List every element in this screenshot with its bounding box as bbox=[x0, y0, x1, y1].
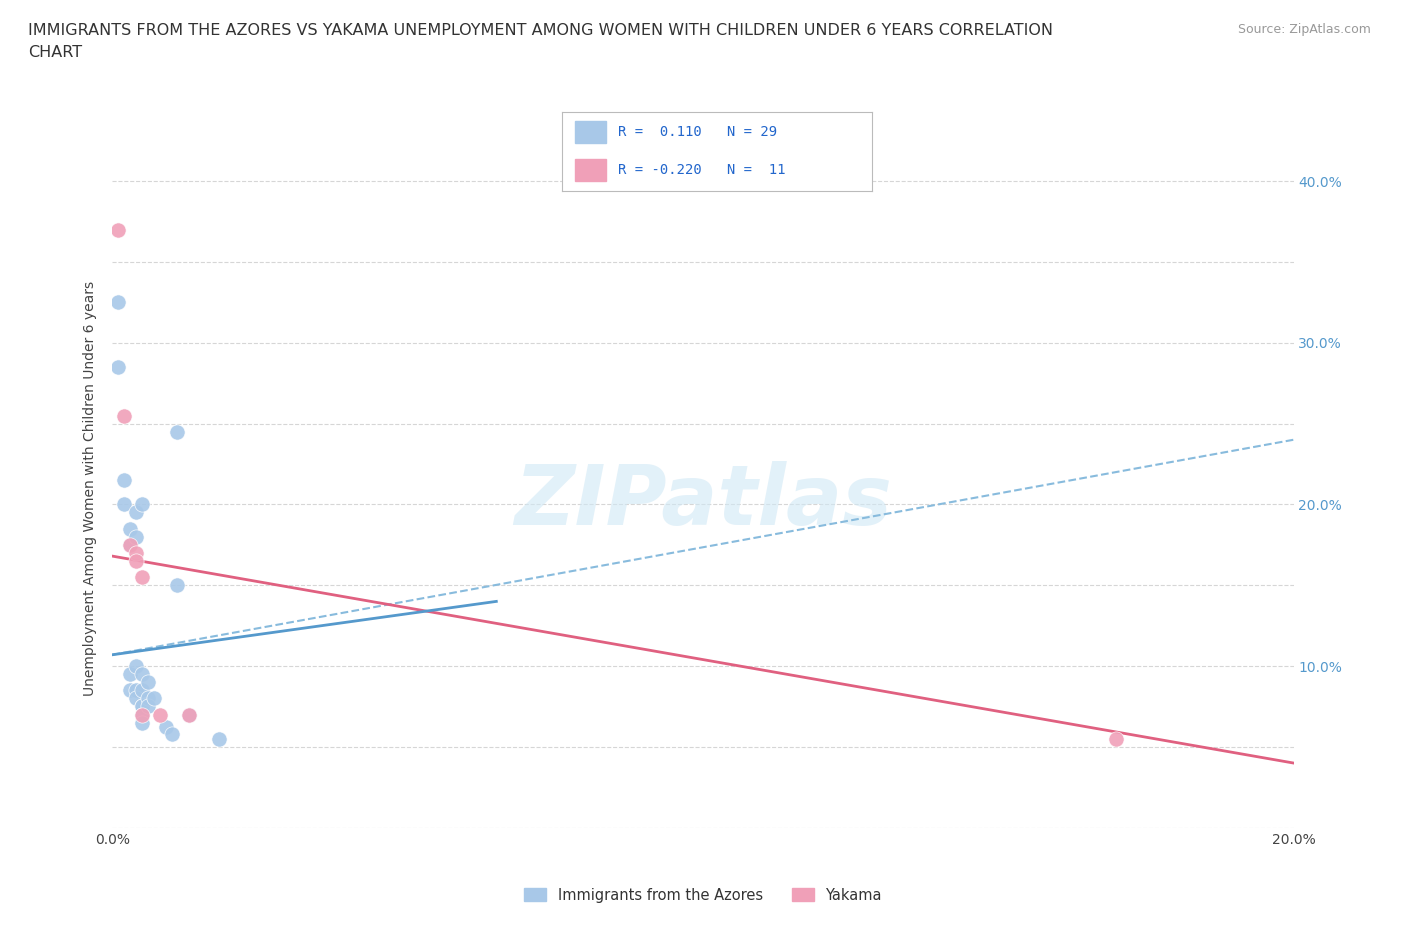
Point bbox=[142, 691, 165, 706]
Point bbox=[131, 715, 153, 730]
Point bbox=[166, 578, 188, 592]
Point bbox=[136, 691, 159, 706]
Bar bbox=[575, 121, 606, 143]
Point bbox=[131, 699, 153, 714]
Text: Source: ZipAtlas.com: Source: ZipAtlas.com bbox=[1237, 23, 1371, 36]
Point bbox=[179, 707, 201, 722]
Point bbox=[136, 699, 159, 714]
Text: R = -0.220   N =  11: R = -0.220 N = 11 bbox=[619, 163, 786, 177]
Point bbox=[131, 497, 153, 512]
Point bbox=[160, 726, 183, 741]
Point bbox=[179, 707, 201, 722]
Point bbox=[107, 295, 129, 310]
Text: ZIPatlas: ZIPatlas bbox=[515, 461, 891, 542]
Point bbox=[125, 553, 148, 568]
Point bbox=[125, 658, 148, 673]
Point bbox=[120, 538, 142, 552]
Point bbox=[136, 675, 159, 690]
Bar bbox=[575, 159, 606, 181]
Point bbox=[131, 683, 153, 698]
Point bbox=[208, 731, 231, 746]
Point bbox=[125, 505, 148, 520]
Text: IMMIGRANTS FROM THE AZORES VS YAKAMA UNEMPLOYMENT AMONG WOMEN WITH CHILDREN UNDE: IMMIGRANTS FROM THE AZORES VS YAKAMA UNE… bbox=[28, 23, 1053, 38]
Legend: Immigrants from the Azores, Yakama: Immigrants from the Azores, Yakama bbox=[519, 882, 887, 909]
Point bbox=[166, 424, 188, 439]
Point bbox=[112, 497, 135, 512]
Point bbox=[131, 570, 153, 585]
Point bbox=[120, 538, 142, 552]
Point bbox=[112, 472, 135, 487]
Point bbox=[131, 707, 153, 722]
Point bbox=[125, 529, 148, 544]
Text: CHART: CHART bbox=[28, 45, 82, 60]
Point bbox=[120, 683, 142, 698]
Point bbox=[1105, 731, 1128, 746]
Point bbox=[107, 360, 129, 375]
Point bbox=[131, 699, 153, 714]
Y-axis label: Unemployment Among Women with Children Under 6 years: Unemployment Among Women with Children U… bbox=[83, 281, 97, 696]
Point bbox=[125, 691, 148, 706]
Point bbox=[131, 707, 153, 722]
Point bbox=[131, 667, 153, 682]
Point bbox=[125, 683, 148, 698]
Point bbox=[120, 667, 142, 682]
Point bbox=[112, 408, 135, 423]
Point bbox=[125, 546, 148, 561]
Point bbox=[149, 707, 172, 722]
Point bbox=[120, 521, 142, 536]
Point bbox=[155, 720, 177, 735]
Text: R =  0.110   N = 29: R = 0.110 N = 29 bbox=[619, 125, 778, 139]
Point bbox=[107, 222, 129, 237]
